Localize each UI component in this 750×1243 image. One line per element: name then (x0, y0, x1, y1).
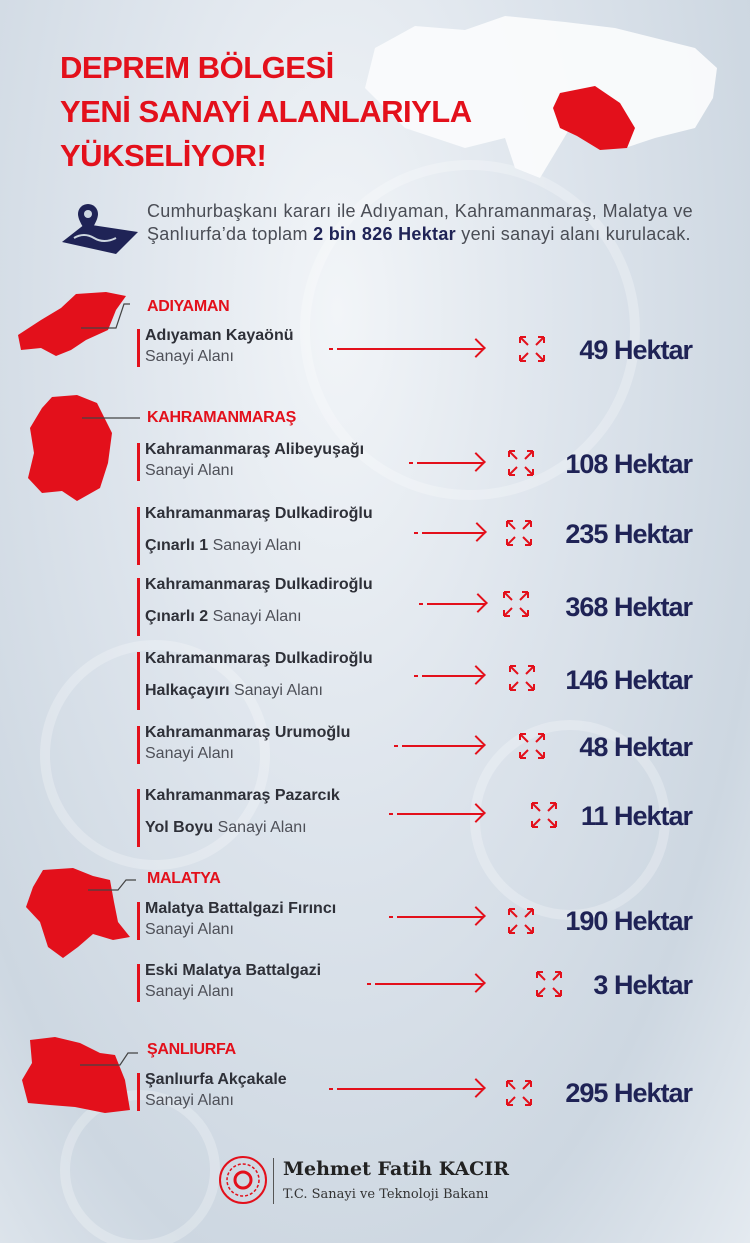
gear-decoration (60, 1090, 220, 1243)
site-area-value: 48 Hektar (579, 732, 693, 762)
site-type: Sanayi Alanı (145, 1092, 234, 1109)
site-name: Kahramanmaraş Alibeyuşağı (145, 441, 365, 458)
site-row: Adıyaman Kayaönü Sanayi Alanı 49 Hektar (137, 327, 737, 371)
site-area-value: 190 Hektar (565, 906, 693, 936)
site-type: Sanayi Alanı (145, 921, 234, 938)
expand-area-icon (519, 733, 545, 759)
province-label-sanliurfa: ŞANLIURFA (147, 1041, 236, 1058)
gear-decoration (40, 640, 270, 870)
site-name: Adıyaman Kayaönü (145, 327, 294, 344)
province-label-adiyaman: ADIYAMAN (147, 298, 230, 315)
intro-total-area: 2 bin 826 Hektar (313, 224, 456, 244)
intro-text-end: yeni sanayi alanı kurulacak. (455, 224, 691, 244)
malatya-map-shape (26, 868, 136, 958)
site-name: Malatya Battalgazi Fırıncı (145, 900, 337, 917)
site-name: Kahramanmaraş Dulkadiroğlu (145, 505, 373, 522)
site-type: Sanayi Alanı (145, 983, 234, 1000)
site-area-value: 108 Hektar (565, 449, 693, 479)
site-type: Yol Boyu Sanayi Alanı (145, 819, 307, 836)
site-name: Kahramanmaraş Pazarcık (145, 787, 340, 804)
turkey-map (365, 16, 717, 178)
site-type: Çınarlı 1 Sanayi Alanı (145, 537, 302, 554)
site-type: Sanayi Alanı (145, 348, 234, 365)
minister-name: Mehmet Fatih KACIR (283, 1158, 509, 1180)
gear-decoration (300, 160, 640, 500)
site-row: Kahramanmaraş Dulkadiroğlu Çınarlı 2 San… (137, 576, 737, 636)
expand-area-icon (531, 802, 557, 828)
adiyaman-map-shape (18, 292, 130, 356)
row-accent-bar (137, 578, 140, 636)
sanliurfa-map-shape (22, 1037, 138, 1113)
site-area-value: 368 Hektar (565, 592, 693, 622)
title-line-1: DEPREM BÖLGESİ (60, 50, 334, 85)
site-name: Şanlıurfa Akçakale (145, 1071, 287, 1088)
site-type: Sanayi Alanı (145, 745, 234, 762)
arrow-icon (409, 462, 483, 464)
expand-area-icon (536, 971, 562, 997)
site-row: Eski Malatya Battalgazi Sanayi Alanı 3 H… (137, 962, 737, 1006)
intro-text-start: Cumhurbaşkanı kararı ile Adıyaman, Kahra… (147, 201, 693, 244)
site-type: Halkaçayırı Sanayi Alanı (145, 682, 323, 699)
arrow-icon (394, 745, 483, 747)
expand-area-icon (508, 450, 534, 476)
site-area-value: 49 Hektar (579, 335, 693, 365)
arrow-icon (389, 813, 483, 815)
title-line-3: YÜKSELİYOR! (60, 138, 267, 173)
row-accent-bar (137, 964, 140, 1002)
province-label-kahramanmaras: KAHRAMANMARAŞ (147, 409, 296, 426)
expand-area-icon (506, 1080, 532, 1106)
site-row: Kahramanmaraş Urumoğlu Sanayi Alanı 48 H… (137, 724, 737, 768)
site-row: Kahramanmaraş Dulkadiroğlu Halkaçayırı S… (137, 650, 737, 710)
site-row: Kahramanmaraş Alibeyuşağı Sanayi Alanı 1… (137, 441, 737, 485)
site-row: Kahramanmaraş Dulkadiroğlu Çınarlı 1 San… (137, 505, 737, 565)
row-accent-bar (137, 329, 140, 367)
arrow-icon (389, 916, 483, 918)
arrow-icon (414, 532, 484, 534)
arrow-icon (419, 603, 485, 605)
site-area-value: 295 Hektar (565, 1078, 693, 1108)
expand-area-icon (508, 908, 534, 934)
minister-title: T.C. Sanayi ve Teknoloji Bakanı (283, 1187, 489, 1202)
site-name: Kahramanmaraş Urumoğlu (145, 724, 351, 741)
site-row: Malatya Battalgazi Fırıncı Sanayi Alanı … (137, 900, 737, 944)
province-label-malatya: MALATYA (147, 870, 221, 887)
site-type: Sanayi Alanı (145, 462, 234, 479)
row-accent-bar (137, 443, 140, 481)
expand-area-icon (519, 336, 545, 362)
site-row: Şanlıurfa Akçakale Sanayi Alanı 295 Hekt… (137, 1071, 737, 1115)
site-name: Eski Malatya Battalgazi (145, 962, 322, 979)
site-area-value: 235 Hektar (565, 519, 693, 549)
expand-area-icon (503, 591, 529, 617)
map-pin-icon (62, 204, 138, 254)
site-area-value: 146 Hektar (565, 665, 693, 695)
site-area-value: 3 Hektar (593, 970, 693, 1000)
site-type: Çınarlı 2 Sanayi Alanı (145, 608, 302, 625)
expand-area-icon (509, 665, 535, 691)
arrow-icon (414, 675, 483, 677)
row-accent-bar (137, 902, 140, 940)
row-accent-bar (137, 1073, 140, 1111)
site-area-value: 11 Hektar (580, 801, 693, 831)
title-line-2: YENİ SANAYİ ALANLARIYLA (60, 94, 472, 129)
arrow-icon (329, 1088, 483, 1090)
site-name: Kahramanmaraş Dulkadiroğlu (145, 576, 373, 593)
ministry-emblem (219, 1156, 267, 1204)
expand-area-icon (506, 520, 532, 546)
row-accent-bar (137, 789, 140, 847)
site-row: Kahramanmaraş Pazarcık Yol Boyu Sanayi A… (137, 787, 737, 847)
arrow-icon (367, 983, 483, 985)
row-accent-bar (137, 652, 140, 710)
row-accent-bar (137, 726, 140, 764)
row-accent-bar (137, 507, 140, 565)
arrow-icon (329, 348, 483, 350)
site-name: Kahramanmaraş Dulkadiroğlu (145, 650, 373, 667)
intro-text: Cumhurbaşkanı kararı ile Adıyaman, Kahra… (147, 200, 693, 246)
footer-divider (273, 1158, 274, 1204)
kahramanmaras-map-shape (28, 395, 140, 501)
